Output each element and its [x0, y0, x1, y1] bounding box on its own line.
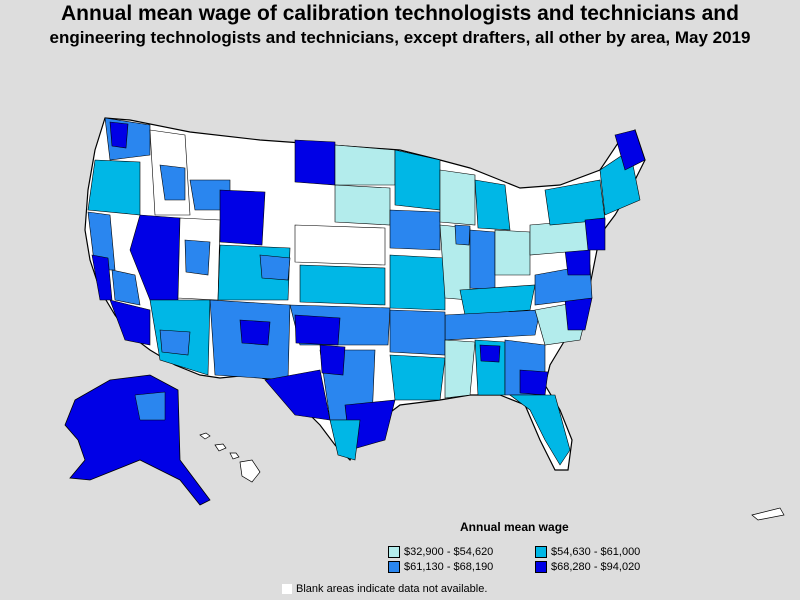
region-phoenix	[159, 329, 191, 356]
blank-areas-note: Blank areas indicate data not available.	[282, 583, 487, 595]
legend-swatch	[535, 546, 547, 558]
region-kentucky	[459, 284, 536, 316]
region-idaho-east	[159, 164, 186, 201]
legend-swatch	[388, 546, 400, 558]
legend-item-4: $68,280 - $94,020	[535, 560, 640, 574]
hawaii	[199, 432, 261, 483]
alaska-region-light	[134, 391, 166, 421]
region-ohio	[494, 229, 531, 276]
region-ca-bay	[91, 254, 113, 301]
map-subtitle: engineering technologists and technician…	[49, 28, 751, 47]
region-ca-central	[111, 269, 141, 306]
region-denver	[259, 254, 291, 281]
region-michigan	[474, 179, 511, 231]
region-iowa	[389, 209, 441, 251]
legend-label: $54,630 - $61,000	[551, 546, 641, 558]
region-minnesota	[394, 149, 441, 211]
region-indiana	[469, 229, 496, 291]
region-arkansas	[389, 309, 446, 356]
region-tennessee	[444, 309, 541, 341]
region-nd-east	[334, 144, 396, 186]
legend-item-2: $54,630 - $61,000	[535, 545, 640, 559]
region-wisconsin	[439, 169, 476, 226]
region-louisiana	[389, 354, 446, 401]
legend-swatch	[388, 561, 400, 573]
region-neb	[294, 224, 386, 266]
region-wyoming	[219, 189, 266, 246]
region-maine	[614, 129, 646, 171]
region-nc-east	[564, 297, 593, 331]
wage-regions	[87, 117, 646, 466]
region-kansas	[299, 264, 386, 306]
region-oregon	[87, 159, 141, 216]
map-title: Annual mean wage of calibration technolo…	[61, 2, 739, 25]
blank-swatch	[282, 584, 292, 594]
region-florida	[509, 394, 571, 466]
puerto-rico	[751, 507, 785, 521]
region-ok-west	[294, 314, 341, 346]
region-nd	[294, 139, 336, 186]
blank-note-text: Blank areas indicate data not available.	[296, 583, 488, 595]
legend-item-3: $61,130 - $68,190	[388, 560, 493, 574]
region-ga-coast	[519, 369, 549, 396]
legend-item-1: $32,900 - $54,620	[388, 545, 493, 559]
region-ca-south	[109, 299, 151, 346]
region-seattle	[109, 121, 129, 149]
legend-title: Annual mean wage	[460, 520, 569, 534]
legend-label: $61,130 - $68,190	[404, 561, 494, 573]
region-pa	[529, 219, 591, 256]
region-tx-dfw	[319, 344, 346, 376]
region-nyc-nj	[584, 217, 606, 251]
region-tx-south	[329, 419, 361, 461]
region-al-huntsville	[479, 344, 501, 363]
region-mississippi	[444, 339, 476, 399]
legend-label: $68,280 - $94,020	[551, 561, 641, 573]
legend-swatch	[535, 561, 547, 573]
region-missouri	[389, 254, 446, 311]
region-chicago	[454, 224, 471, 246]
region-sd	[334, 184, 391, 226]
region-utah-slc	[184, 239, 211, 276]
legend-label: $32,900 - $54,620	[404, 546, 494, 558]
alaska	[64, 374, 211, 506]
region-nm-abq	[239, 319, 271, 346]
